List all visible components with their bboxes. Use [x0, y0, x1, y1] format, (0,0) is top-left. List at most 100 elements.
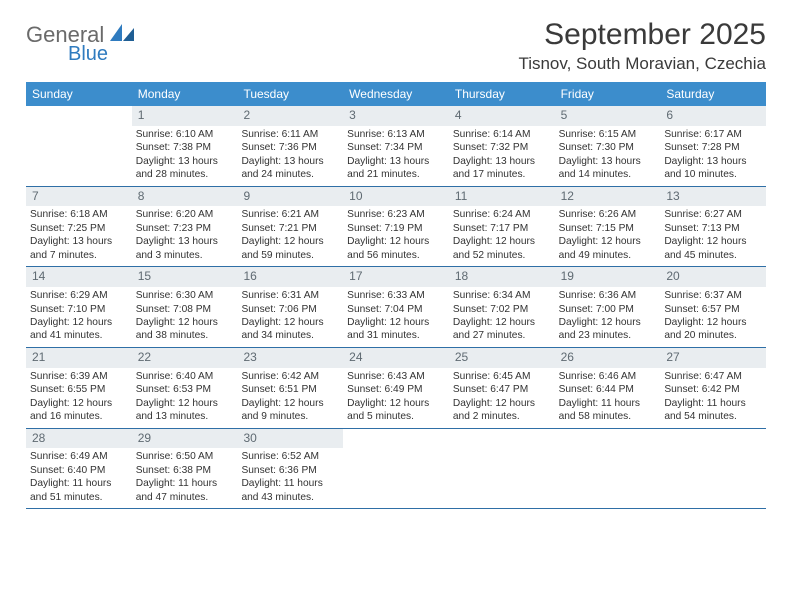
day-cell: 17Sunrise: 6:33 AMSunset: 7:04 PMDayligh… — [343, 267, 449, 347]
day-number: 10 — [343, 187, 449, 207]
sunset-line: Sunset: 7:08 PM — [136, 303, 234, 316]
day-cell — [449, 429, 555, 509]
day-number: 14 — [26, 267, 132, 287]
day-cell: 26Sunrise: 6:46 AMSunset: 6:44 PMDayligh… — [555, 348, 661, 428]
sunset-line: Sunset: 7:02 PM — [453, 303, 551, 316]
daylight-line: Daylight: 12 hours and 13 minutes. — [136, 397, 234, 424]
daylight-line: Daylight: 13 hours and 10 minutes. — [664, 155, 762, 182]
sunrise-line: Sunrise: 6:18 AM — [30, 208, 128, 221]
sunset-line: Sunset: 7:19 PM — [347, 222, 445, 235]
week-row: 7Sunrise: 6:18 AMSunset: 7:25 PM Daylight… — [26, 187, 766, 268]
sunset-line: Sunset: 7:25 PM — [30, 222, 128, 235]
sunrise-line: Sunrise: 6:13 AM — [347, 128, 445, 141]
day-number: 16 — [237, 267, 343, 287]
day-number: 17 — [343, 267, 449, 287]
title-block: September 2025 Tisnov, South Moravian, C… — [518, 18, 766, 74]
daylight-line: Daylight: 12 hours and 2 minutes. — [453, 397, 551, 424]
sunrise-line: Sunrise: 6:34 AM — [453, 289, 551, 302]
sunrise-line: Sunrise: 6:30 AM — [136, 289, 234, 302]
day-number: 26 — [555, 348, 661, 368]
sunrise-line: Sunrise: 6:10 AM — [136, 128, 234, 141]
day-number: 5 — [555, 106, 661, 126]
sunset-line: Sunset: 7:10 PM — [30, 303, 128, 316]
daylight-line: Daylight: 12 hours and 23 minutes. — [559, 316, 657, 343]
sunrise-line: Sunrise: 6:21 AM — [241, 208, 339, 221]
sunset-line: Sunset: 6:51 PM — [241, 383, 339, 396]
day-number: 12 — [555, 187, 661, 207]
day-cell: 25Sunrise: 6:45 AMSunset: 6:47 PMDayligh… — [449, 348, 555, 428]
sunrise-line: Sunrise: 6:52 AM — [241, 450, 339, 463]
sunset-line: Sunset: 7:32 PM — [453, 141, 551, 154]
dow-tuesday: Tuesday — [237, 82, 343, 106]
day-number: 4 — [449, 106, 555, 126]
day-cell: 20Sunrise: 6:37 AMSunset: 6:57 PMDayligh… — [660, 267, 766, 347]
day-number: 22 — [132, 348, 238, 368]
sunrise-line: Sunrise: 6:26 AM — [559, 208, 657, 221]
day-cell: 11Sunrise: 6:24 AMSunset: 7:17 PMDayligh… — [449, 187, 555, 267]
day-cell — [26, 106, 132, 186]
day-cell: 2Sunrise: 6:11 AMSunset: 7:36 PMDaylight… — [237, 106, 343, 186]
sunset-line: Sunset: 6:38 PM — [136, 464, 234, 477]
dow-friday: Friday — [555, 82, 661, 106]
dow-monday: Monday — [132, 82, 238, 106]
day-number: 7 — [26, 187, 132, 207]
day-cell — [343, 429, 449, 509]
daylight-line: Daylight: 13 hours and 3 minutes. — [136, 235, 234, 262]
sunset-line: Sunset: 7:04 PM — [347, 303, 445, 316]
sunset-line: Sunset: 6:42 PM — [664, 383, 762, 396]
day-number: 2 — [237, 106, 343, 126]
sunset-line: Sunset: 7:30 PM — [559, 141, 657, 154]
sunrise-line: Sunrise: 6:11 AM — [241, 128, 339, 141]
week-row: 14 Sunrise: 6:29 AMSunset: 7:10 PM Dayligh… — [26, 267, 766, 348]
sunset-line: Sunset: 7:36 PM — [241, 141, 339, 154]
sunset-line: Sunset: 6:55 PM — [30, 383, 128, 396]
day-number: 18 — [449, 267, 555, 287]
sunrise-line: Sunrise: 6:17 AM — [664, 128, 762, 141]
sunrise-line: Sunrise: 6:29 AM — [30, 289, 128, 302]
location-subtitle: Tisnov, South Moravian, Czechia — [518, 54, 766, 74]
day-cell: 30Sunrise: 6:52 AMSunset: 6:36 PMDayligh… — [237, 429, 343, 509]
sunrise-line: Sunrise: 6:24 AM — [453, 208, 551, 221]
logo: General Blue — [26, 18, 136, 64]
sunset-line: Sunset: 6:49 PM — [347, 383, 445, 396]
day-number: 15 — [132, 267, 238, 287]
dow-sunday: Sunday — [26, 82, 132, 106]
day-cell: 18Sunrise: 6:34 AMSunset: 7:02 PMDayligh… — [449, 267, 555, 347]
sunrise-line: Sunrise: 6:20 AM — [136, 208, 234, 221]
sunset-line: Sunset: 7:21 PM — [241, 222, 339, 235]
daylight-line: Daylight: 13 hours and 28 minutes. — [136, 155, 234, 182]
day-cell: 4 Sunrise: 6:14 AMSunset: 7:32 PMDaylight… — [449, 106, 555, 186]
day-cell: 9Sunrise: 6:21 AMSunset: 7:21 PMDaylight… — [237, 187, 343, 267]
sunrise-line: Sunrise: 6:39 AM — [30, 370, 128, 383]
sunset-line: Sunset: 7:17 PM — [453, 222, 551, 235]
daylight-line: Daylight: 12 hours and 59 minutes. — [241, 235, 339, 262]
sunrise-line: Sunrise: 6:42 AM — [241, 370, 339, 383]
sunrise-line: Sunrise: 6:36 AM — [559, 289, 657, 302]
day-number: 8 — [132, 187, 238, 207]
sunrise-line: Sunrise: 6:47 AM — [664, 370, 762, 383]
sunset-line: Sunset: 7:34 PM — [347, 141, 445, 154]
daylight-line: Daylight: 12 hours and 56 minutes. — [347, 235, 445, 262]
day-cell: 10Sunrise: 6:23 AMSunset: 7:19 PMDayligh… — [343, 187, 449, 267]
sail-icon — [110, 24, 136, 42]
day-number: 3 — [343, 106, 449, 126]
daylight-line: Daylight: 12 hours and 20 minutes. — [664, 316, 762, 343]
sunset-line: Sunset: 7:00 PM — [559, 303, 657, 316]
day-cell: 16Sunrise: 6:31 AMSunset: 7:06 PMDayligh… — [237, 267, 343, 347]
sunrise-line: Sunrise: 6:14 AM — [453, 128, 551, 141]
daylight-line: Daylight: 12 hours and 5 minutes. — [347, 397, 445, 424]
day-cell: 1Sunrise: 6:10 AMSunset: 7:38 PMDaylight… — [132, 106, 238, 186]
daylight-line: Daylight: 11 hours and 51 minutes. — [30, 477, 128, 504]
logo-text: General Blue — [26, 24, 136, 64]
daylight-line: Daylight: 12 hours and 38 minutes. — [136, 316, 234, 343]
day-number: 25 — [449, 348, 555, 368]
day-number: 11 — [449, 187, 555, 207]
daylight-line: Daylight: 13 hours and 17 minutes. — [453, 155, 551, 182]
sunset-line: Sunset: 6:57 PM — [664, 303, 762, 316]
day-cell: 3Sunrise: 6:13 AMSunset: 7:34 PMDaylight… — [343, 106, 449, 186]
week-row: 1Sunrise: 6:10 AMSunset: 7:38 PMDaylight… — [26, 106, 766, 187]
sunrise-line: Sunrise: 6:46 AM — [559, 370, 657, 383]
day-cell: 6Sunrise: 6:17 AMSunset: 7:28 PMDaylight… — [660, 106, 766, 186]
daylight-line: Daylight: 12 hours and 9 minutes. — [241, 397, 339, 424]
day-cell: 24Sunrise: 6:43 AMSunset: 6:49 PMDayligh… — [343, 348, 449, 428]
